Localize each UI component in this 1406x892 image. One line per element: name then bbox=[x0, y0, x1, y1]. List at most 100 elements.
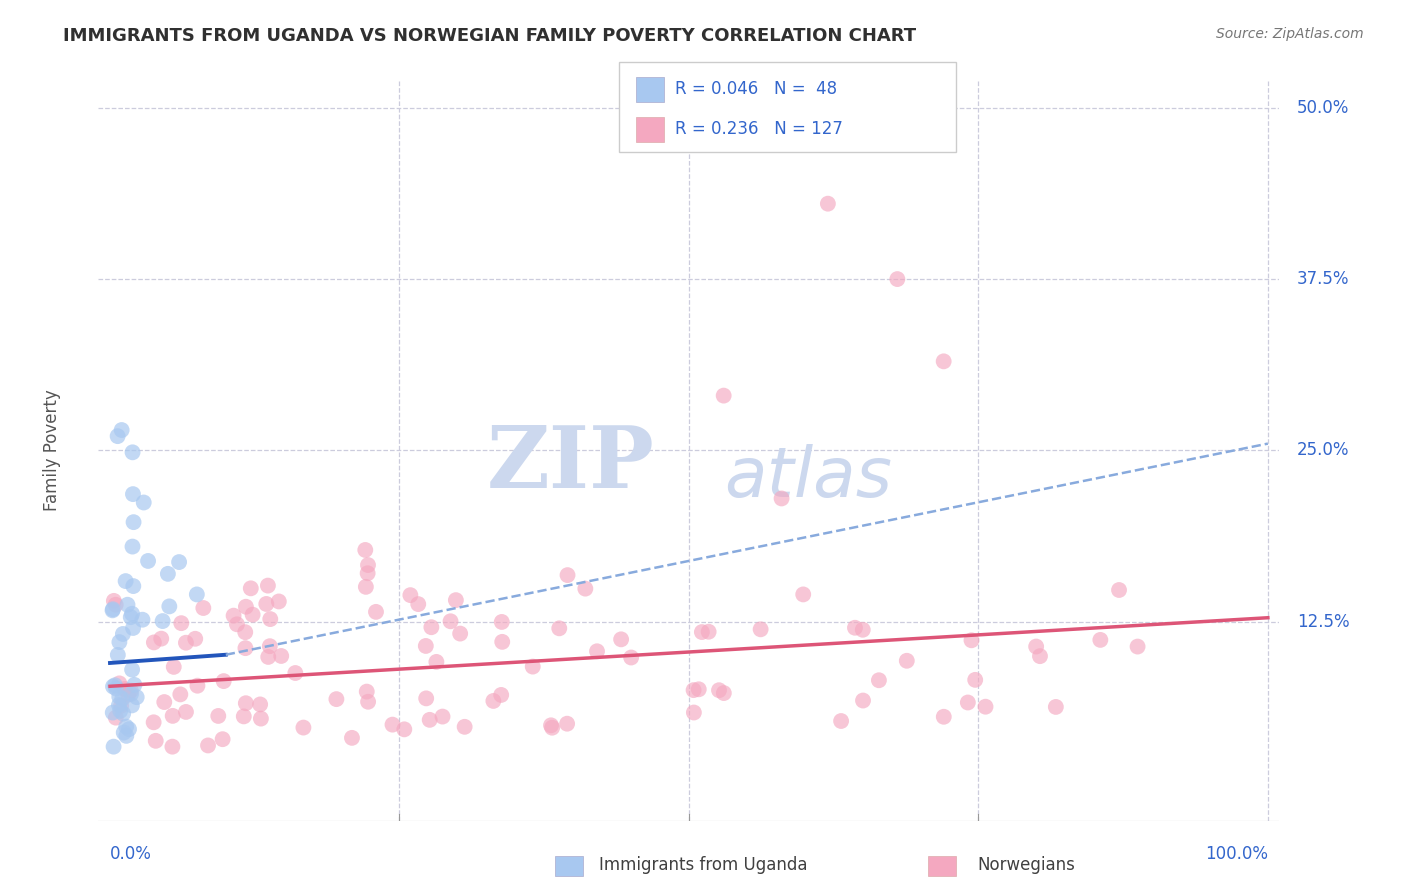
Point bbox=[548, 621, 571, 635]
Point bbox=[108, 690, 131, 704]
Text: R = 0.236   N = 127: R = 0.236 N = 127 bbox=[675, 120, 842, 138]
Point bbox=[419, 713, 441, 727]
Point bbox=[1029, 649, 1052, 664]
Point bbox=[142, 635, 165, 649]
Point bbox=[131, 613, 153, 627]
Point bbox=[233, 625, 256, 640]
Point bbox=[415, 691, 437, 706]
Point bbox=[399, 588, 422, 602]
Point bbox=[792, 587, 814, 601]
Point bbox=[682, 683, 704, 698]
Point bbox=[449, 626, 471, 640]
Point bbox=[749, 623, 772, 637]
Point bbox=[713, 389, 735, 403]
Point bbox=[284, 665, 307, 680]
Point bbox=[120, 687, 142, 701]
Point bbox=[357, 695, 380, 709]
Point bbox=[1108, 582, 1130, 597]
Point bbox=[103, 739, 125, 754]
Point bbox=[163, 660, 186, 674]
Text: 37.5%: 37.5% bbox=[1296, 270, 1350, 288]
Point bbox=[107, 648, 129, 662]
Point bbox=[254, 597, 277, 611]
Point bbox=[111, 627, 134, 641]
Point bbox=[406, 597, 429, 611]
Point bbox=[868, 673, 890, 688]
Point bbox=[118, 722, 141, 736]
Point bbox=[170, 616, 193, 631]
Point bbox=[122, 621, 145, 635]
Point bbox=[325, 692, 347, 706]
Point bbox=[394, 723, 416, 737]
Point bbox=[852, 623, 875, 637]
Text: 12.5%: 12.5% bbox=[1296, 613, 1350, 631]
Point bbox=[620, 650, 643, 665]
Text: 0.0%: 0.0% bbox=[110, 846, 152, 863]
Point bbox=[101, 680, 124, 694]
Point bbox=[886, 272, 908, 286]
Point bbox=[896, 654, 918, 668]
Point bbox=[167, 555, 190, 569]
Point bbox=[207, 709, 229, 723]
Point bbox=[267, 594, 290, 608]
Point bbox=[153, 695, 176, 709]
Point bbox=[117, 598, 139, 612]
Point bbox=[112, 725, 135, 739]
Point bbox=[257, 579, 280, 593]
Point bbox=[114, 574, 136, 588]
Point bbox=[697, 624, 720, 639]
Point bbox=[817, 196, 839, 211]
Point bbox=[101, 603, 124, 617]
Point bbox=[121, 698, 143, 713]
Point bbox=[111, 691, 134, 706]
Point bbox=[239, 582, 262, 596]
Point bbox=[174, 705, 197, 719]
Point bbox=[121, 540, 143, 554]
Point bbox=[122, 487, 145, 501]
Point bbox=[932, 354, 955, 368]
Point bbox=[270, 648, 292, 663]
Point bbox=[121, 663, 143, 677]
Point bbox=[197, 739, 219, 753]
Point bbox=[114, 681, 136, 696]
Point bbox=[235, 641, 257, 656]
Point bbox=[432, 709, 454, 723]
Point bbox=[557, 568, 579, 582]
Point bbox=[235, 599, 257, 614]
Point bbox=[683, 706, 706, 720]
Point bbox=[420, 620, 443, 634]
Point bbox=[713, 686, 735, 700]
Point bbox=[1126, 640, 1149, 654]
Point bbox=[104, 678, 127, 692]
Point bbox=[186, 679, 208, 693]
Point bbox=[415, 639, 437, 653]
Point bbox=[120, 683, 142, 698]
Point bbox=[249, 698, 271, 712]
Point bbox=[259, 612, 281, 626]
Point bbox=[107, 429, 129, 443]
Point bbox=[453, 720, 475, 734]
Point bbox=[108, 635, 131, 649]
Text: 50.0%: 50.0% bbox=[1296, 99, 1350, 117]
Text: Immigrants from Uganda: Immigrants from Uganda bbox=[599, 856, 807, 874]
Point bbox=[101, 602, 124, 616]
Point bbox=[101, 706, 124, 720]
Text: Family Poverty: Family Poverty bbox=[44, 390, 60, 511]
Text: ZIP: ZIP bbox=[486, 422, 654, 506]
Point bbox=[1025, 640, 1047, 654]
Point bbox=[112, 706, 135, 721]
Point bbox=[932, 710, 955, 724]
Point bbox=[257, 649, 280, 664]
Point bbox=[1090, 632, 1112, 647]
Point bbox=[157, 599, 180, 614]
Point bbox=[169, 687, 191, 701]
Point bbox=[354, 543, 377, 558]
Point bbox=[150, 632, 173, 646]
Point bbox=[124, 678, 146, 692]
Point bbox=[174, 636, 197, 650]
Text: atlas: atlas bbox=[724, 444, 891, 511]
Text: Norwegians: Norwegians bbox=[977, 856, 1076, 874]
Point bbox=[122, 515, 145, 529]
Point bbox=[356, 684, 378, 698]
Point bbox=[491, 615, 513, 629]
